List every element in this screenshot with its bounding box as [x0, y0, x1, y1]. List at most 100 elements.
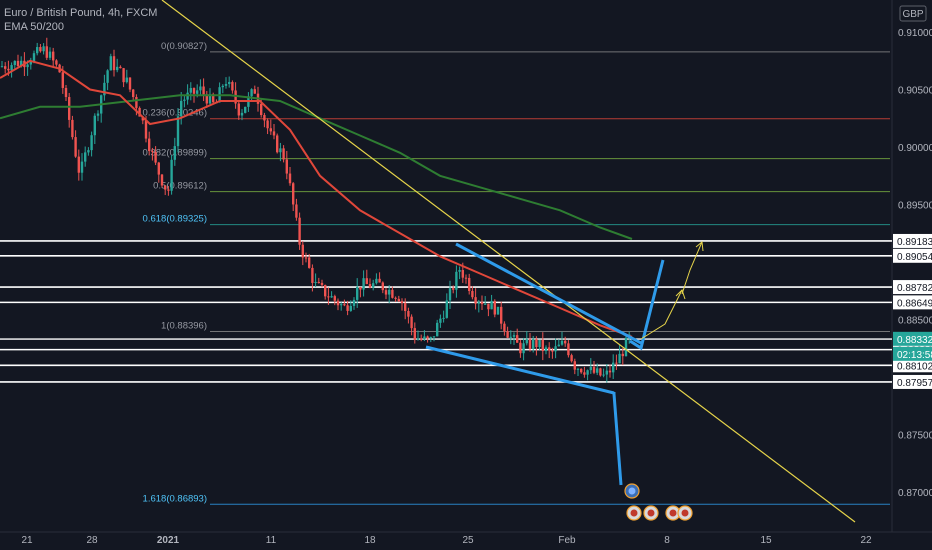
- candle-body: [343, 304, 346, 306]
- candle-body: [368, 284, 372, 288]
- candle-body: [119, 66, 122, 69]
- time-tick-label: 18: [364, 535, 376, 546]
- candle-body: [532, 339, 535, 349]
- candle-body: [525, 339, 528, 344]
- candle-body: [151, 151, 154, 153]
- candle-body: [381, 282, 384, 291]
- candle-body: [135, 97, 138, 108]
- candle-body: [416, 338, 420, 340]
- candle-body: [410, 316, 413, 329]
- price-tick-label: 0.88500: [898, 316, 932, 327]
- candle-body: [490, 300, 493, 310]
- price-tick-label: 0.90000: [898, 143, 932, 154]
- candle-body: [106, 70, 109, 83]
- candle-body: [112, 56, 116, 71]
- candle-body: [266, 120, 269, 129]
- candle-body: [493, 300, 496, 315]
- candle-body: [180, 100, 183, 117]
- candle-body: [391, 289, 394, 298]
- candle-body: [164, 185, 167, 190]
- symbol-title[interactable]: Euro / British Pound, 4h, FXCM: [4, 7, 158, 19]
- candle-body: [548, 347, 551, 351]
- time-axis[interactable]: 21 28 2021 11 18 25 Feb 8 15 22: [21, 535, 872, 546]
- candle-body: [324, 285, 327, 297]
- candle-body: [400, 301, 404, 304]
- candle-body: [157, 162, 160, 175]
- candle-body: [519, 342, 522, 354]
- price-tick-label: 0.87500: [898, 431, 932, 442]
- candle-body: [42, 46, 45, 52]
- channel-lower-line: [425, 345, 615, 395]
- time-tick-label: 22: [860, 535, 872, 546]
- time-tick-label: 25: [462, 535, 474, 546]
- candle-body: [13, 60, 16, 66]
- candle-body: [20, 60, 23, 67]
- candle-body: [570, 355, 573, 362]
- level-price-label: 0.89183: [897, 237, 932, 248]
- candle-body: [442, 317, 445, 319]
- event-flag-icon-center: [628, 487, 636, 495]
- candle-body: [68, 97, 71, 120]
- candle-body: [512, 335, 516, 337]
- candle-body: [458, 270, 461, 272]
- time-tick-label: 2021: [157, 535, 180, 546]
- candle-body: [464, 277, 468, 279]
- candle-body: [208, 94, 212, 104]
- price-tick-label: 0.87000: [898, 488, 932, 499]
- candle-body: [580, 368, 583, 373]
- candle-body: [231, 82, 234, 91]
- candle-body: [461, 270, 464, 278]
- candle-body: [554, 346, 557, 352]
- candle-body: [317, 281, 320, 283]
- candle-body: [602, 374, 605, 376]
- candle-body: [567, 343, 570, 356]
- candle-body: [423, 336, 426, 340]
- event-flag-icon-center: [681, 509, 689, 517]
- candle-body: [576, 368, 580, 370]
- candle-body: [132, 89, 135, 98]
- candle-body: [263, 115, 266, 121]
- candle-body: [109, 56, 112, 71]
- candle-body: [308, 257, 311, 268]
- price-axis[interactable]: GBP 0.91000 0.90500 0.90000 0.89500 0.88500 0.…: [893, 5, 932, 499]
- candle-body: [93, 115, 96, 136]
- candle-body: [522, 343, 525, 354]
- candle-body: [311, 267, 314, 283]
- candle-body: [394, 297, 397, 299]
- candle-body: [234, 90, 237, 104]
- candle-body: [282, 148, 285, 160]
- candle-body: [365, 278, 368, 285]
- candle-body: [330, 296, 333, 298]
- candle-body: [199, 86, 202, 91]
- candle-body: [333, 296, 336, 301]
- candle-body: [103, 82, 106, 96]
- candle-body: [48, 51, 52, 58]
- candle-body: [212, 94, 215, 103]
- price-tick-label: 0.91000: [898, 28, 932, 39]
- event-icons: [624, 483, 693, 521]
- fib-label: 0(0.90827): [161, 41, 207, 52]
- candle-body: [144, 120, 148, 139]
- fibonacci-levels: 0(0.90827)0.236(0.90246)0.382(0.89899)0.…: [143, 41, 890, 505]
- candle-body: [228, 82, 231, 84]
- candle-body: [404, 303, 407, 312]
- level-price-label: 0.87957: [897, 378, 932, 389]
- candle-body: [192, 88, 196, 94]
- candle-body: [122, 68, 125, 83]
- candle-body: [276, 135, 279, 153]
- candle-body: [356, 286, 359, 300]
- candle-body: [148, 138, 151, 152]
- candle-body: [516, 335, 519, 343]
- candle-body: [564, 340, 567, 344]
- candle-body: [314, 281, 317, 283]
- candle-body: [288, 173, 292, 184]
- channel-upper-line: [455, 242, 642, 345]
- level-price-tag: [893, 358, 932, 373]
- countdown-label: 02:13:58: [897, 350, 932, 361]
- candle-body: [506, 331, 509, 338]
- candle-body: [452, 288, 455, 290]
- candle-body: [432, 336, 436, 338]
- indicator-label[interactable]: EMA 50/200: [4, 21, 64, 33]
- candle-body: [436, 322, 439, 337]
